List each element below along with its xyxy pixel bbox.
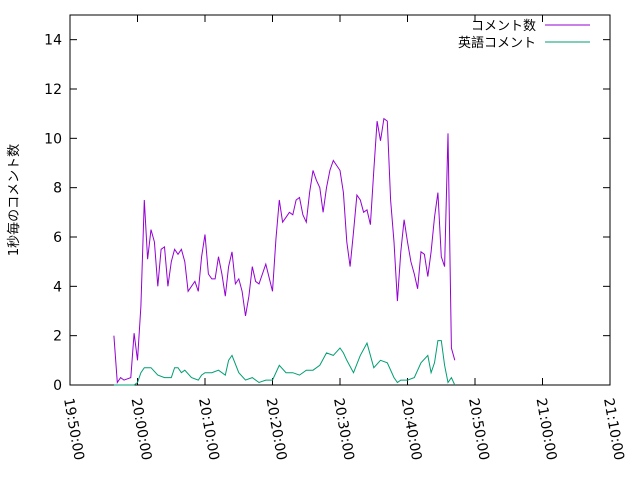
- x-tick-label: 20:10:00: [195, 397, 222, 462]
- x-tick-label: 20:20:00: [263, 397, 290, 462]
- y-tick-label: 10: [44, 131, 62, 147]
- plot-area: [69, 14, 611, 386]
- series-line-1: [113, 340, 456, 386]
- x-axis-ticks: 19:50:00 20:00:00 20:10:00 20:20:00 20:30:00…: [60, 15, 627, 462]
- series-line-0: [113, 117, 456, 384]
- y-tick-label: 6: [53, 230, 62, 246]
- y-tick-label: 14: [44, 33, 62, 49]
- legend-label: コメント数: [471, 19, 536, 34]
- legend-label: 英語コメント: [458, 35, 536, 51]
- series-layer: [113, 117, 456, 386]
- x-tick-label: 20:30:00: [330, 397, 357, 462]
- x-tick-label: 21:00:00: [533, 397, 560, 462]
- y-tick-label: 12: [44, 82, 62, 98]
- x-tick-label: 19:50:00: [60, 397, 87, 462]
- x-tick-label: 20:00:00: [128, 397, 155, 462]
- y-tick-label: 8: [53, 181, 62, 197]
- x-tick-label: 20:50:00: [465, 397, 492, 462]
- x-tick-label: 20:40:00: [398, 397, 425, 462]
- plot-frame: [69, 14, 611, 386]
- y-axis-label: 1秒毎のコメント数: [6, 144, 22, 256]
- y-tick-label: 4: [53, 279, 62, 295]
- y-axis-ticks: 0 2 4 6 8 10 12 14: [44, 33, 610, 394]
- y-tick-label: 0: [53, 378, 62, 394]
- y-tick-label: 2: [53, 329, 62, 345]
- x-tick-label: 21:10:00: [600, 397, 627, 462]
